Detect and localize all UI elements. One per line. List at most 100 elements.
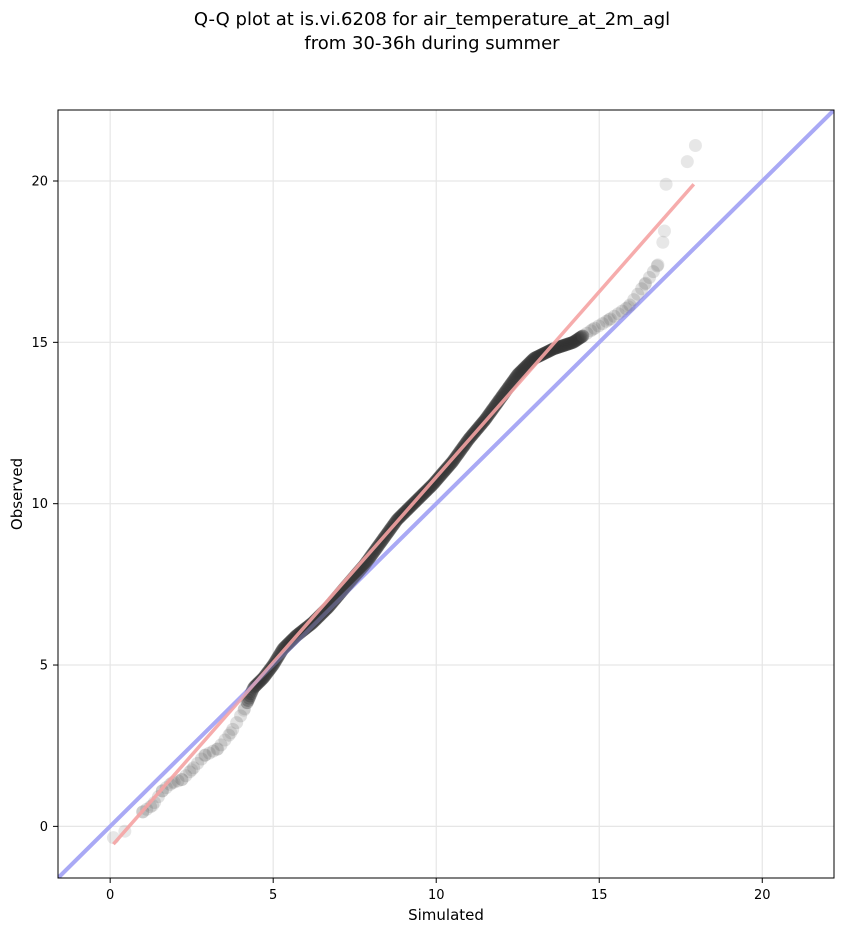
data-point [627,293,641,307]
data-point [607,309,621,323]
data-point [301,620,315,634]
data-point [512,366,526,380]
data-point [432,471,446,485]
data-point [631,287,645,301]
data-point [572,332,586,346]
data-point [563,336,577,350]
y-tick-label: 0 [40,820,48,835]
data-point [368,543,382,557]
data-point [230,716,244,730]
data-point [642,270,656,284]
data-point [440,462,454,476]
data-point [510,369,524,383]
data-point [635,282,649,296]
data-point [487,401,501,415]
data-point [234,709,248,723]
data-point [443,458,457,472]
data-point [584,324,598,338]
data-point [366,546,380,560]
data-point [183,765,197,779]
x-axis-label: Simulated [408,906,484,924]
data-point [556,339,570,353]
x-tick-label: 0 [106,888,114,903]
data-point [430,473,444,487]
data-point [218,733,232,747]
data-point [619,302,633,316]
data-point [257,671,271,685]
data-point [568,334,582,348]
data-point [488,400,502,414]
data-point [433,469,447,483]
data-point [511,367,525,381]
data-point [367,544,381,558]
data-point [567,335,581,349]
data-point [370,540,384,554]
data-point [255,673,269,687]
data-point [561,337,575,351]
data-point [592,319,606,333]
data-point [659,177,673,191]
data-point [576,329,590,343]
data-point [575,330,589,344]
data-point [599,314,613,328]
data-point [258,669,272,683]
y-tick-label: 10 [31,497,48,512]
data-point [544,343,558,357]
data-point [194,752,208,766]
data-point [603,312,617,326]
data-point [573,331,587,345]
data-point [214,738,228,752]
data-point [369,542,383,556]
data-point [226,722,240,736]
data-point [303,618,317,632]
y-tick-label: 15 [31,336,48,351]
data-point [202,746,216,760]
data-point [240,696,254,710]
data-point [586,322,600,336]
data-point [175,773,189,787]
data-point [571,332,585,346]
data-point [249,678,263,692]
data-point [588,321,602,335]
data-point [602,313,616,327]
y-axis-label: Observed [8,458,26,530]
data-point [175,773,189,787]
data-point [485,404,499,418]
chart-title-line-1: Q-Q plot at is.vi.6208 for air_temperatu… [194,9,670,30]
data-point [557,338,571,352]
data-point [253,674,267,688]
data-point [179,769,193,783]
data-point [198,748,212,762]
data-point [171,774,185,788]
fit-line [112,183,696,846]
data-point [646,265,660,279]
data-point [441,460,455,474]
data-point [445,456,459,470]
data-point [611,307,625,321]
data-point [431,472,445,486]
data-point [580,326,594,340]
data-point [429,474,443,488]
data-point [596,317,610,331]
data-point [656,235,670,249]
data-point [615,304,629,318]
data-point [428,475,442,489]
data-point [261,665,275,679]
data-point [300,620,314,634]
data-point [439,463,453,477]
data-point [435,467,449,481]
data-point [211,742,225,756]
data-point [560,337,574,351]
data-point [434,468,448,482]
data-point [558,338,572,352]
data-point [210,742,224,756]
data-point [444,457,458,471]
y-tick-label: 5 [40,659,48,674]
data-point [262,664,276,678]
data-point [151,790,165,804]
data-point [442,459,456,473]
data-point [651,258,665,272]
x-tick-label: 15 [591,888,608,903]
data-point [574,330,588,344]
